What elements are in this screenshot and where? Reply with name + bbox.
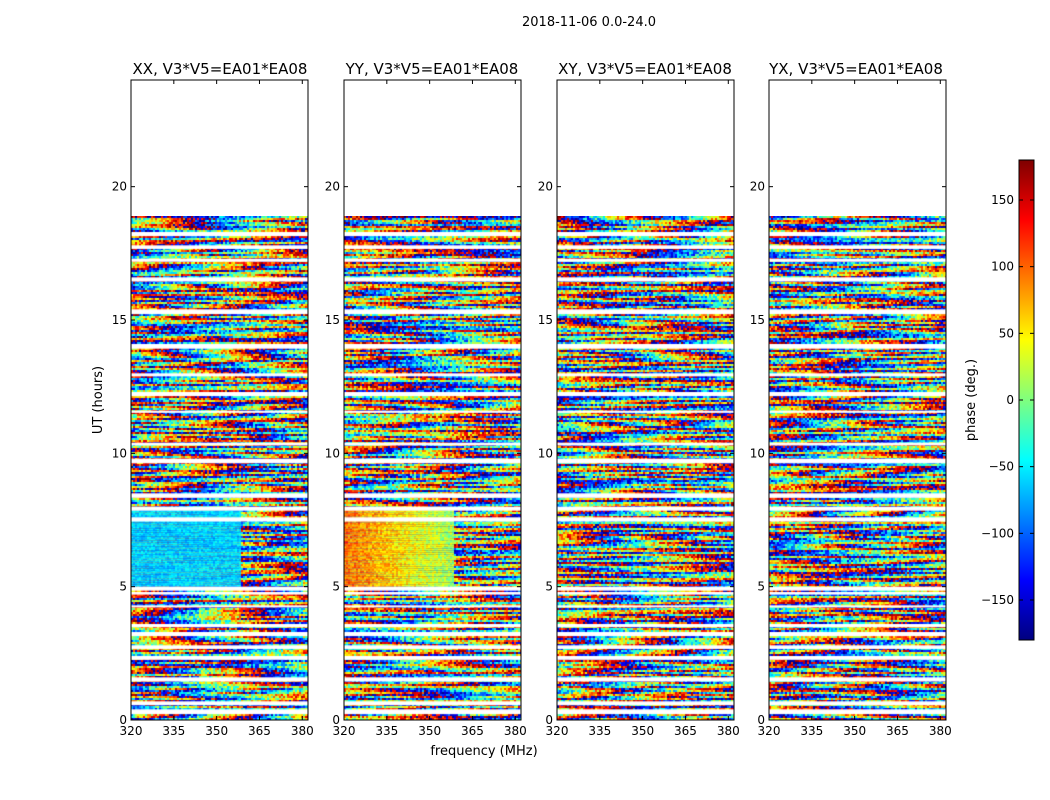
axes-frame (768, 79, 947, 721)
colorbar-tick-label: −50 (989, 460, 1014, 474)
y-tick-label: 15 (112, 313, 127, 327)
axes-frame (343, 79, 522, 721)
y-tick-label: 0 (332, 713, 340, 727)
x-tick-label: 365 (461, 724, 484, 738)
y-tick-label: 10 (750, 446, 765, 460)
x-tick-label: 350 (418, 724, 441, 738)
y-tick-label: 20 (325, 180, 340, 194)
colorbar-tick-label: 0 (1006, 393, 1014, 407)
x-tick-label: 365 (674, 724, 697, 738)
phase-image (769, 216, 946, 720)
x-tick-label: 335 (375, 724, 398, 738)
figure-suptitle: 2018-11-06 0.0-24.0 (522, 15, 656, 30)
panel-xy: XY, V3*V5=EA01*EA08 320 335 350 365 380 0 5 10 1… (538, 60, 740, 738)
y-tick-label: 15 (538, 313, 553, 327)
colorbar-tick-label: 50 (999, 326, 1014, 340)
panel-title: XX, V3*V5=EA01*EA08 (133, 60, 308, 78)
colorbar: phase (deg.) −150 −100 −50 0 50 100 150 (964, 159, 1035, 641)
x-tick-label: 350 (205, 724, 228, 738)
x-tick-label: 365 (886, 724, 909, 738)
colorbar-tick-label: −100 (981, 526, 1014, 540)
y-tick-label: 15 (750, 313, 765, 327)
x-tick-label: 320 (546, 724, 569, 738)
y-tick-label: 5 (119, 580, 127, 594)
colorbar-tick-label: 100 (991, 260, 1014, 274)
x-tick-label: 320 (758, 724, 781, 738)
x-tick-label: 380 (929, 724, 952, 738)
y-tick-label: 15 (325, 313, 340, 327)
x-tick-label: 320 (120, 724, 143, 738)
x-tick-label: 380 (291, 724, 314, 738)
colorbar-tick-label: −150 (981, 593, 1014, 607)
phase-image (344, 216, 521, 720)
panel-yx: YX, V3*V5=EA01*EA08 320 335 350 365 380 0 5 10 1… (750, 60, 952, 738)
x-axis-label: frequency (MHz) (430, 744, 537, 759)
x-tick-label: 335 (588, 724, 611, 738)
y-tick-label: 10 (112, 446, 127, 460)
y-tick-label: 10 (325, 446, 340, 460)
y-tick-label: 5 (545, 580, 553, 594)
phase-image (131, 216, 308, 720)
panel-title: YY, V3*V5=EA01*EA08 (345, 60, 519, 78)
x-tick-label: 365 (248, 724, 271, 738)
x-tick-label: 380 (717, 724, 740, 738)
panel-xx: XX, V3*V5=EA01*EA08 320 335 350 365 380 0 5 10 1… (112, 60, 314, 738)
panel-yy: YY, V3*V5=EA01*EA08 320 335 350 365 380 0 5 10 1… (325, 60, 527, 738)
panel-title: XY, V3*V5=EA01*EA08 (558, 60, 732, 78)
colorbar-label: phase (deg.) (964, 359, 979, 441)
axes-frame (130, 79, 309, 721)
x-tick-label: 335 (800, 724, 823, 738)
y-tick-label: 0 (757, 713, 765, 727)
x-tick-label: 320 (333, 724, 356, 738)
y-tick-label: 0 (545, 713, 553, 727)
y-tick-label: 20 (538, 180, 553, 194)
axes-frame (556, 79, 735, 721)
x-tick-label: 380 (504, 724, 527, 738)
y-axis-label: UT (hours) (91, 366, 106, 434)
panel-title: YX, V3*V5=EA01*EA08 (768, 60, 943, 78)
x-tick-label: 350 (631, 724, 654, 738)
y-tick-label: 20 (750, 180, 765, 194)
x-tick-label: 350 (843, 724, 866, 738)
phase-image (557, 216, 734, 720)
y-tick-label: 10 (538, 446, 553, 460)
colorbar-tick-label: 150 (991, 193, 1014, 207)
y-tick-label: 5 (332, 580, 340, 594)
y-tick-label: 20 (112, 180, 127, 194)
x-tick-label: 335 (162, 724, 185, 738)
y-tick-label: 0 (119, 713, 127, 727)
y-tick-label: 5 (757, 580, 765, 594)
